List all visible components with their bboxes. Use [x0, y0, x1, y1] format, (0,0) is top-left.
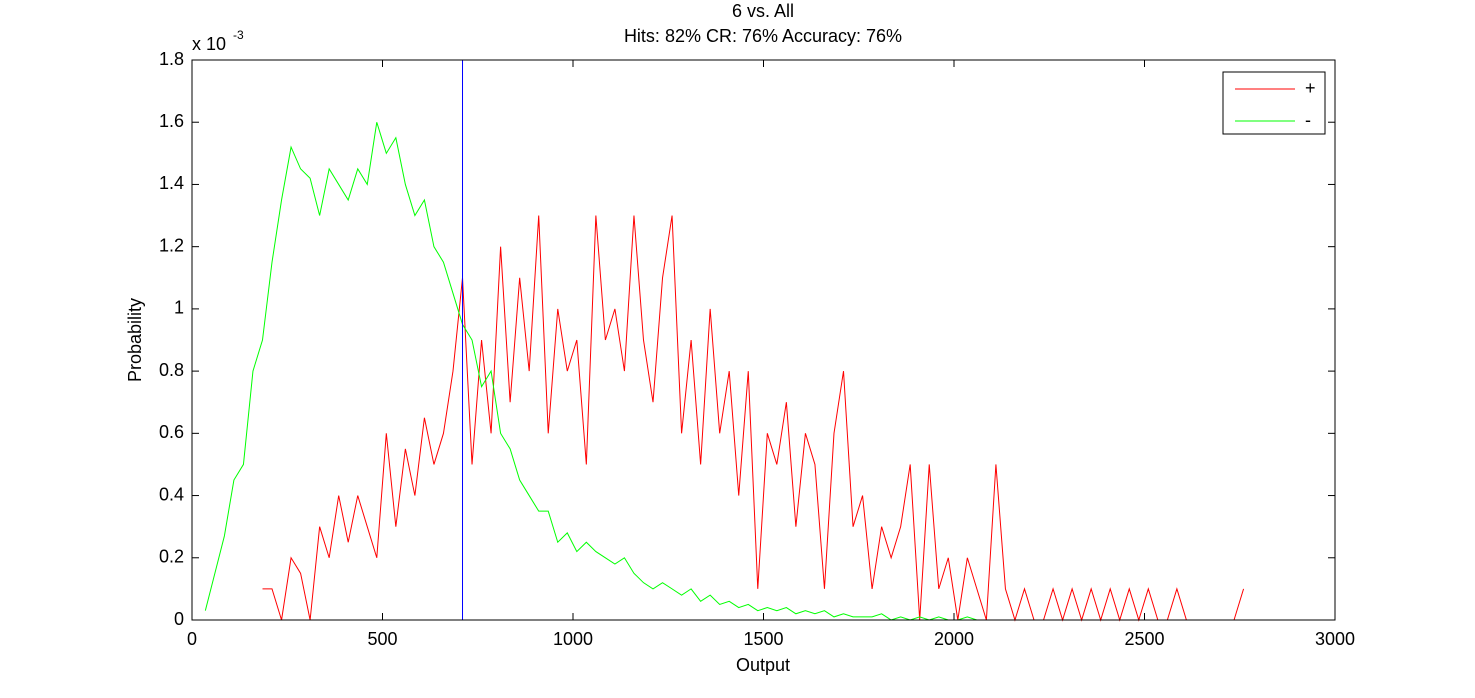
y-tick-label: 1.2	[159, 235, 184, 255]
x-axis-label: Output	[736, 655, 790, 675]
x-tick-label: 0	[187, 629, 197, 649]
x-tick-label: 1000	[553, 629, 593, 649]
legend-label: -	[1305, 110, 1311, 130]
y-tick-label: 1	[174, 298, 184, 318]
plot-frame	[191, 59, 1336, 621]
y-tick-label: 0.2	[159, 547, 184, 567]
y-axis-label: Probability	[125, 298, 145, 382]
legend-label: +	[1305, 78, 1316, 98]
y-tick-label: 1.6	[159, 111, 184, 131]
y-tick-label: 1.4	[159, 173, 184, 193]
x-tick-label: 500	[367, 629, 397, 649]
x-tick-label: 2500	[1124, 629, 1164, 649]
x-tick-label: 3000	[1315, 629, 1355, 649]
y-tick-label: 0.6	[159, 422, 184, 442]
y-scale-exponent: -3	[233, 28, 244, 42]
chart-title: 6 vs. All	[732, 1, 794, 21]
chart-subtitle: Hits: 82% CR: 76% Accuracy: 76%	[624, 26, 902, 46]
x-tick-label: 2000	[934, 629, 974, 649]
data-line	[204, 122, 1035, 621]
legend-box	[1222, 71, 1326, 135]
x-tick-label: 1500	[743, 629, 783, 649]
y-tick-label: 1.8	[159, 49, 184, 69]
y-tick-label: 0.4	[159, 484, 184, 504]
data-line	[262, 215, 1245, 622]
y-tick-label: 0.8	[159, 360, 184, 380]
y-scale-label: x 10	[192, 34, 226, 54]
y-tick-label: 0	[174, 609, 184, 629]
